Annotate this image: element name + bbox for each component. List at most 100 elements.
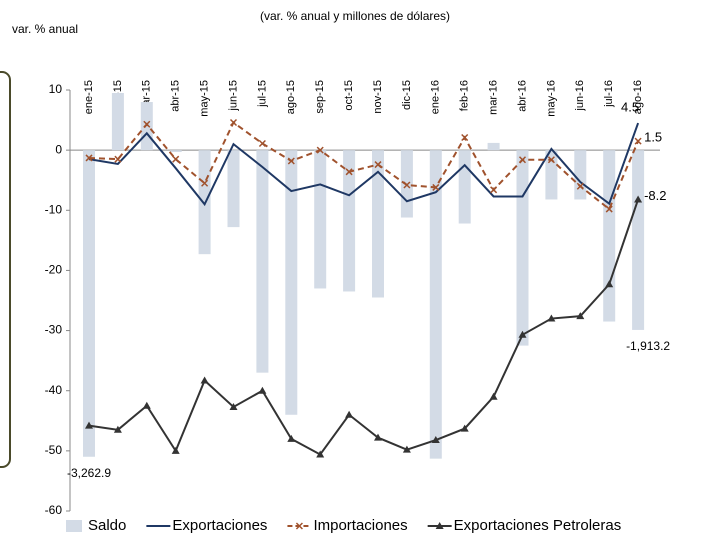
bar	[574, 150, 587, 200]
marker	[403, 181, 411, 189]
y-tick-label: -50	[45, 443, 63, 457]
marker	[489, 392, 498, 400]
x-tick-label: oct-15	[343, 80, 355, 111]
marker	[490, 186, 498, 194]
x-tick-label: sep-15	[314, 80, 326, 114]
marker	[547, 314, 556, 322]
y-tick-label: -40	[45, 383, 63, 397]
bar	[111, 93, 124, 151]
x-tick-label: abr-15	[170, 80, 182, 112]
marker	[316, 146, 324, 154]
x-tick-label: abr-16	[516, 80, 528, 112]
x-tick-label: mar-16	[488, 80, 500, 115]
bar	[314, 150, 327, 289]
marker	[576, 312, 585, 320]
marker	[316, 450, 325, 458]
marker	[142, 401, 151, 409]
bar	[227, 150, 240, 228]
line-series	[88, 120, 640, 211]
data-label: -8.2	[644, 188, 666, 203]
y-tick-label: -30	[45, 323, 63, 337]
marker	[374, 433, 382, 441]
y-tick-label: 10	[49, 82, 63, 96]
marker	[172, 155, 180, 163]
line-series	[88, 199, 640, 456]
marker	[518, 330, 527, 338]
bar-value-label: -1,913.2	[626, 339, 670, 353]
frame-border	[0, 71, 11, 468]
marker	[402, 445, 411, 453]
bar	[632, 150, 645, 330]
marker	[547, 156, 555, 164]
bar	[487, 142, 500, 151]
bar-value-label: -3,262.9	[67, 466, 111, 480]
marker	[143, 120, 151, 128]
marker	[171, 446, 180, 454]
marker	[113, 425, 122, 433]
marker	[605, 205, 613, 213]
x-tick-label: nov-15	[372, 80, 384, 114]
bar	[140, 102, 153, 151]
x-tick-label: ago-16	[632, 80, 644, 114]
marker	[518, 156, 527, 164]
bar	[343, 150, 356, 292]
data-label: 4.5	[621, 100, 639, 115]
marker	[258, 386, 267, 394]
marker	[258, 139, 266, 148]
bar	[83, 150, 95, 457]
marker	[85, 421, 93, 429]
y-tick-label: -10	[45, 202, 63, 216]
bar	[516, 150, 529, 346]
marker	[287, 434, 296, 442]
x-tick-label: jun-15	[227, 80, 239, 112]
y-tick-label: -20	[45, 263, 63, 277]
x-tick-label: ene-15	[83, 80, 95, 114]
marker	[374, 161, 382, 169]
marker	[460, 424, 469, 432]
bar	[372, 150, 384, 298]
x-tick-label: dic-15	[401, 80, 413, 110]
marker	[576, 182, 584, 190]
marker	[85, 154, 93, 162]
marker	[345, 168, 353, 176]
legend-marker	[295, 522, 303, 530]
x-tick-label: ago-15	[285, 80, 297, 114]
marker	[201, 179, 209, 187]
x-tick-label: jul-15	[256, 80, 268, 108]
marker	[605, 280, 614, 288]
data-label: 1.5	[644, 130, 662, 145]
legend-marker	[435, 522, 444, 529]
y-tick-label: -60	[45, 503, 63, 517]
x-tick-label: ene-16	[430, 80, 442, 114]
x-tick-label: feb-16	[459, 80, 471, 111]
y-axis-label: var. % anual	[12, 22, 78, 36]
marker	[461, 133, 469, 142]
marker	[431, 436, 440, 444]
x-tick-label: jul-16	[603, 80, 615, 108]
x-tick-label: may-16	[545, 80, 557, 117]
marker	[200, 376, 209, 384]
bar	[285, 150, 298, 415]
line-series	[88, 122, 640, 207]
marker	[114, 155, 122, 163]
legend-label: Exportaciones Petroleras	[454, 517, 622, 534]
x-tick-label: jun-16	[574, 80, 586, 112]
y-tick-label: 0	[55, 142, 62, 156]
bar	[256, 150, 269, 373]
marker	[345, 410, 354, 418]
x-tick-label: may-15	[199, 80, 211, 117]
marker	[229, 118, 238, 127]
bar	[603, 150, 616, 322]
legend-label: Saldo	[88, 517, 126, 534]
marker	[634, 137, 642, 145]
marker	[432, 183, 440, 191]
legend-label: Exportaciones	[172, 517, 267, 534]
chart-title: (var. % anual y millones de dólares)	[260, 9, 450, 23]
bar	[458, 150, 471, 224]
bar	[429, 150, 442, 459]
bar	[169, 150, 182, 153]
legend-swatch	[66, 520, 82, 532]
marker	[229, 402, 238, 410]
marker	[634, 195, 643, 203]
